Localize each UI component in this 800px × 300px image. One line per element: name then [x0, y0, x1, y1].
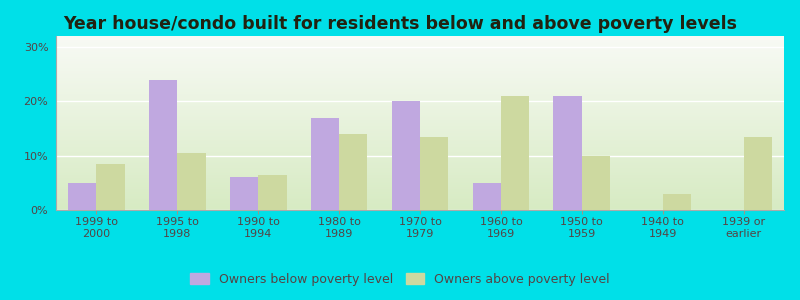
Bar: [149, 80, 178, 210]
Legend: Owners below poverty level, Owners above poverty level: Owners below poverty level, Owners above…: [185, 268, 615, 291]
Bar: [178, 153, 206, 210]
Bar: [662, 194, 691, 210]
Text: Year house/condo built for residents below and above poverty levels: Year house/condo built for residents bel…: [63, 15, 737, 33]
Bar: [554, 96, 582, 210]
Bar: [392, 101, 420, 210]
Bar: [311, 118, 339, 210]
Bar: [97, 164, 125, 210]
Bar: [582, 156, 610, 210]
Bar: [339, 134, 367, 210]
Bar: [68, 183, 97, 210]
Bar: [501, 96, 530, 210]
Bar: [473, 183, 501, 210]
Bar: [258, 175, 286, 210]
Bar: [230, 177, 258, 210]
Bar: [420, 136, 448, 210]
Bar: [743, 136, 772, 210]
